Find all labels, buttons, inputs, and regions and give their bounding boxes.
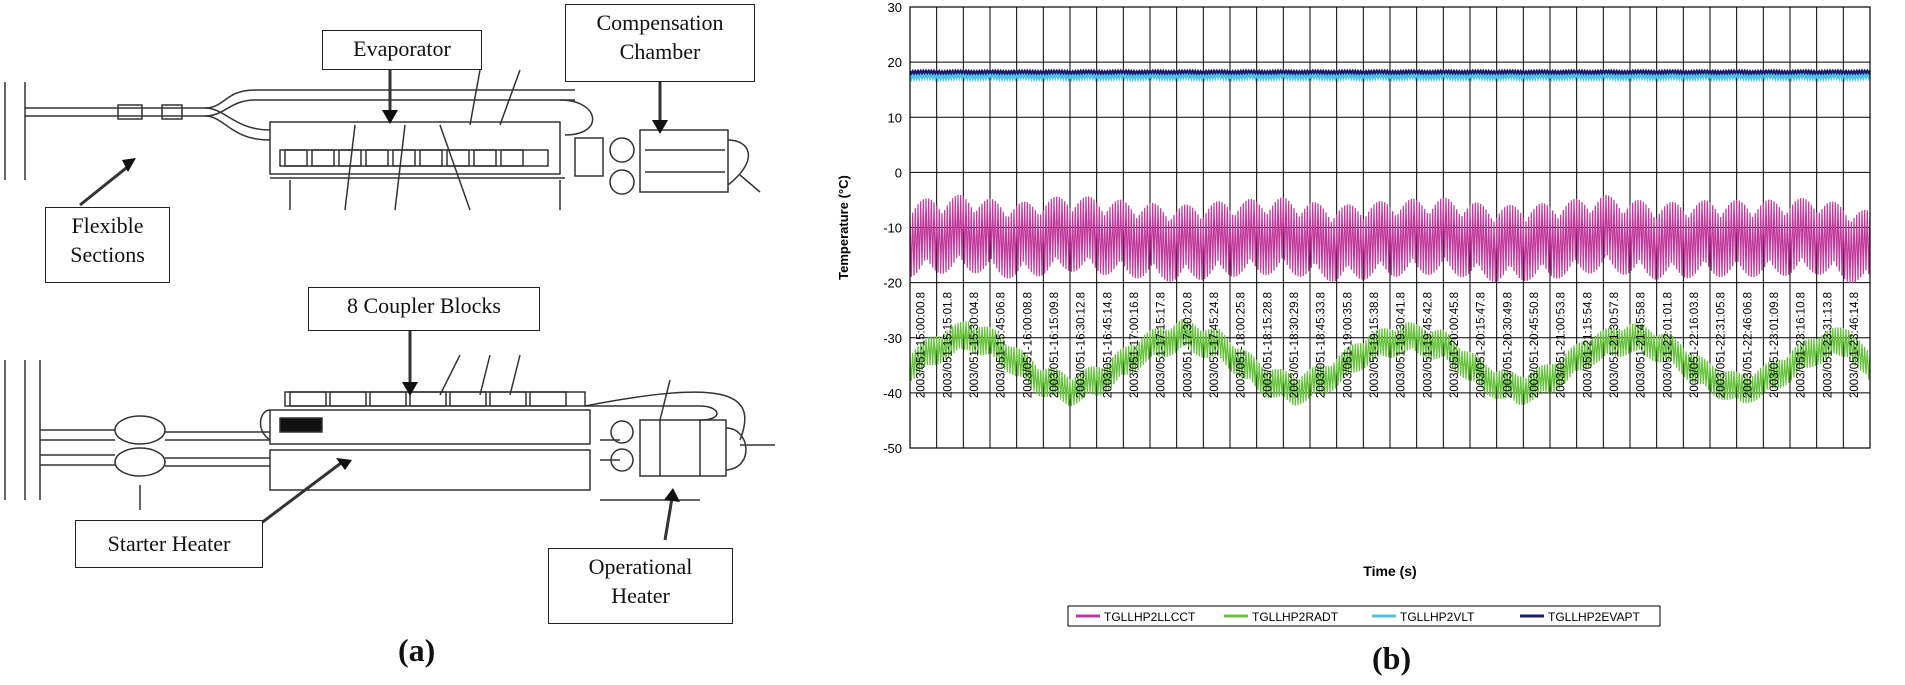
x-tick-label: 2003/051-20:30:49.8	[1502, 292, 1514, 398]
x-tick-label: 2003/051-17:30:20.8	[1182, 292, 1194, 398]
x-tick-label: 2003/051-20:00:45.8	[1449, 292, 1461, 398]
x-tick-label: 2003/051-22:31:05.8	[1716, 292, 1728, 398]
legend-box	[1067, 605, 1661, 627]
x-tick-label: 2003/051-20:45:50.8	[1529, 292, 1541, 398]
x-tick-label: 2003/051-19:00:35.8	[1342, 292, 1354, 398]
x-tick-label: 2003/051-18:00:25.8	[1236, 292, 1248, 398]
legend-entry: TGLLHP2RADT	[1252, 610, 1339, 624]
callout-compensation-chamber: Compensation Chamber	[565, 4, 755, 82]
y-tick-label: 20	[888, 55, 902, 70]
y-tick-label: 0	[895, 165, 902, 180]
x-tick-label: 2003/051-15:15:01.8	[942, 292, 954, 398]
callout-starter-heater: Starter Heater	[75, 520, 263, 568]
y-axis-label: Temperature (°C)	[836, 175, 851, 280]
panel-b-chart: 2003/051-15:00:00.8 2003/051-15:15:01.8 20…	[830, 0, 1905, 685]
x-tick-label: 2003/051-17:45:24.8	[1209, 292, 1221, 398]
y-tick-label: 10	[888, 110, 902, 125]
x-tick-label: 2003/051-22:01:01.8	[1662, 292, 1674, 398]
x-tick-label: 2003/051-22:16:03.8	[1689, 292, 1701, 398]
bottom-coupler-row	[289, 391, 567, 407]
callout-flexible-line2: Sections	[70, 242, 145, 267]
x-tick-labels: 2003/051-15:00:00.8 2003/051-15:15:01.8 20…	[916, 292, 1861, 398]
callout-operational-line1: Operational	[588, 554, 693, 579]
x-tick-label: 2003/051-23:16:10.8	[1796, 292, 1808, 398]
callout-coupler-blocks: 8 Coupler Blocks	[308, 287, 540, 331]
x-tick-label: 2003/051-18:45:33.8	[1316, 292, 1328, 398]
callout-compensation-line2: Chamber	[619, 39, 701, 64]
series-line-tgllhp2llcct	[909, 194, 1871, 284]
x-tick-label: 2003/051-20:15:47.8	[1476, 292, 1488, 398]
x-tick-label: 2003/051-23:31:13.8	[1822, 292, 1834, 398]
top-assembly	[4, 69, 761, 211]
x-tick-label: 2003/051-19:30:41.8	[1396, 292, 1408, 398]
callout-flexible-sections: Flexible Sections	[45, 207, 170, 283]
x-tick-label: 2003/051-21:30:57.8	[1609, 292, 1621, 398]
x-tick-label: 2003/051-16:45:14.8	[1102, 292, 1114, 398]
callout-compensation-line1: Compensation	[596, 10, 724, 35]
x-tick-label: 2003/051-22:46:06.8	[1742, 292, 1754, 398]
panel-a-schematic: Evaporator Compensation Chamber Flexible…	[0, 0, 830, 685]
series-line-tgllhp2vlt	[908, 69, 1872, 83]
y-tick-label: -20	[883, 276, 902, 291]
panel-a-label: (a)	[398, 632, 436, 668]
x-tick-label: 2003/051-16:00:08.8	[1022, 292, 1034, 398]
y-tick-label: -30	[883, 331, 902, 346]
evaporator-coupler-row	[284, 149, 524, 167]
series-line-tgllhp2evapt	[909, 68, 1871, 76]
x-tick-label: 2003/051-19:45:42.8	[1422, 292, 1434, 398]
callout-flexible-line1: Flexible	[71, 213, 144, 238]
x-axis-label: Time (s)	[1363, 563, 1416, 579]
chart-legend: TGLLHP2LLCCT TGLLHP2RADT TGLLHP2VLT TGLLHP2…	[1067, 605, 1661, 627]
x-tick-label: 2003/051-21:45:58.8	[1636, 292, 1648, 398]
callout-evaporator: Evaporator	[322, 30, 482, 70]
legend-entry: TGLLHP2EVAPT	[1548, 610, 1640, 624]
x-tick-label: 2003/051-19:15:38.8	[1369, 292, 1381, 398]
x-tick-label: 2003/051-16:15:09.8	[1049, 292, 1061, 398]
callout-operational-line2: Heater	[611, 583, 670, 608]
y-tick-labels: -50 -40 -30 -20 -10 0 10 20 30	[883, 0, 902, 456]
x-tick-label: 2003/051-23:46:14.8	[1849, 292, 1861, 398]
x-tick-label: 2003/051-17:00:16.8	[1129, 292, 1141, 398]
legend-entry: TGLLHP2VLT	[1400, 610, 1475, 624]
callout-arrows	[79, 65, 674, 541]
callout-operational-heater: Operational Heater	[548, 548, 733, 624]
y-tick-label: -40	[883, 386, 902, 401]
chart-series	[908, 68, 1872, 407]
y-tick-label: -50	[883, 441, 902, 456]
x-tick-label: 2003/051-15:30:04.8	[969, 292, 981, 398]
legend-entry: TGLLHP2LLCCT	[1104, 610, 1196, 624]
arrow-heads	[122, 110, 680, 502]
x-tick-label: 2003/051-21:00:53.8	[1556, 292, 1568, 398]
series-line-tgllhp2radt	[909, 318, 1871, 407]
temperature-chart: 2003/051-15:00:00.8 2003/051-15:15:01.8 20…	[836, 0, 1872, 627]
panel-b-label: (b)	[1372, 640, 1412, 676]
plot-frame	[909, 6, 1871, 449]
y-tick-label: -10	[883, 221, 902, 236]
y-tick-label: 30	[888, 0, 902, 15]
x-tick-label: 2003/051-16:30:12.8	[1076, 292, 1088, 398]
x-tick-label: 2003/051-15:00:00.8	[916, 292, 928, 398]
x-tick-label: 2003/051-17:15:17.8	[1156, 292, 1168, 398]
x-tick-label: 2003/051-18:30:29.8	[1289, 292, 1301, 398]
x-tick-label: 2003/051-15:45:06.8	[996, 292, 1008, 398]
schematic-drawing	[4, 65, 775, 541]
x-tick-label: 2003/051-21:15:54.8	[1582, 292, 1594, 398]
x-tick-label: 2003/051-18:15:28.8	[1262, 292, 1274, 398]
bottom-assembly	[4, 354, 775, 510]
x-tick-label: 2003/051-23:01:09.8	[1769, 292, 1781, 398]
